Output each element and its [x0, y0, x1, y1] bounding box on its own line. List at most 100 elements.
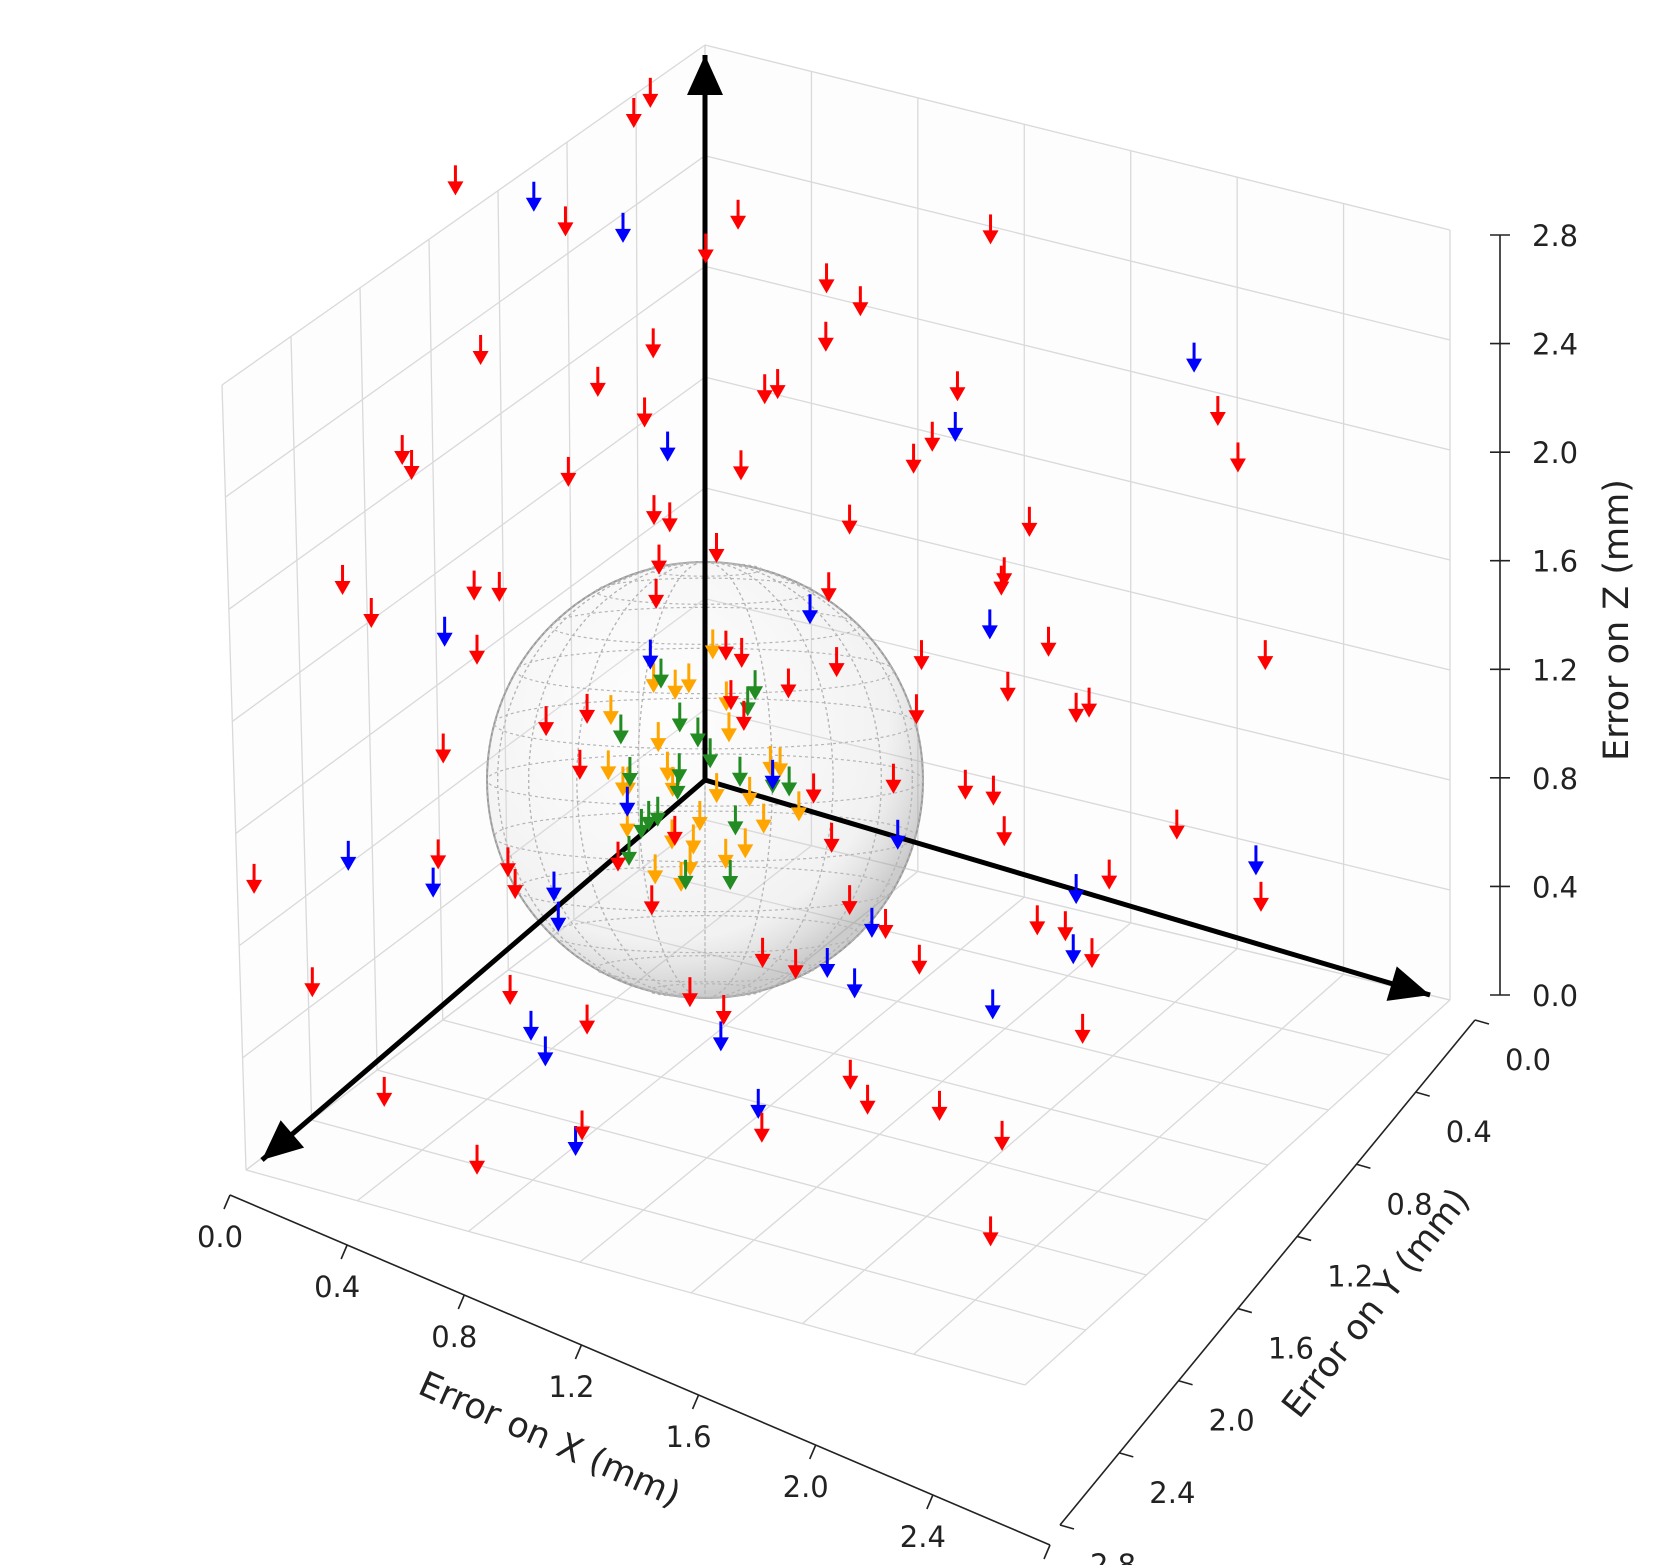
sphere-parallel [493, 697, 917, 750]
marker-head [625, 114, 642, 128]
gridline-floor-a [311, 1119, 1086, 1331]
blue-marker [642, 639, 659, 670]
gridline-floor-b [690, 922, 1132, 1294]
marker-head [1257, 656, 1274, 671]
y-tick-label: 1.2 [1327, 1259, 1373, 1293]
gridline-right-h [704, 487, 1451, 671]
red-marker [430, 839, 447, 870]
green-marker [722, 860, 739, 891]
red-marker [924, 421, 941, 452]
marker-head [996, 832, 1013, 847]
marker-head [733, 653, 750, 668]
y-tick [1356, 1163, 1371, 1170]
origin-axis-y-arrow-head [1386, 966, 1430, 1001]
marker-head [747, 686, 764, 701]
red-marker [643, 885, 660, 916]
marker-head [741, 792, 758, 807]
marker-head [659, 767, 676, 782]
marker-head [669, 785, 686, 800]
marker-head [574, 1126, 591, 1141]
red-marker [859, 1084, 876, 1115]
marker-head [790, 807, 807, 822]
x-tick [223, 1194, 231, 1210]
red-marker [394, 435, 411, 466]
blue-marker [1186, 342, 1203, 373]
red-marker [648, 578, 665, 609]
marker-head [708, 549, 725, 563]
green-marker [649, 796, 666, 827]
marker-head [859, 1100, 876, 1115]
marker-head [1021, 522, 1038, 537]
red-marker [1168, 809, 1185, 840]
orange-marker [647, 854, 664, 885]
y-tick [1059, 1524, 1075, 1530]
red-marker [246, 863, 263, 894]
red-marker [642, 77, 659, 108]
marker-head [924, 437, 941, 452]
green-marker [612, 714, 629, 745]
red-marker [722, 680, 739, 711]
red-marker [1252, 881, 1269, 912]
marker-head [447, 181, 464, 196]
marker-head [722, 696, 739, 711]
marker-head [651, 560, 667, 575]
blue-marker [340, 840, 357, 871]
marker-head [340, 856, 357, 871]
x-tick-label: 0.8 [431, 1320, 477, 1354]
red-marker [931, 1090, 948, 1121]
marker-head [1029, 921, 1046, 936]
red-marker [841, 504, 858, 535]
red-marker [645, 328, 662, 359]
marker-head [680, 679, 697, 694]
red-marker [1040, 626, 1057, 657]
marker-head [1068, 890, 1085, 905]
green-marker [633, 808, 650, 839]
orange-marker [659, 751, 676, 782]
blue-marker [802, 594, 818, 625]
red-marker [754, 937, 771, 968]
marker-head [472, 350, 489, 365]
marker-head [1081, 703, 1098, 718]
y-tick-label: 0.8 [1386, 1187, 1432, 1221]
marker-head [640, 816, 657, 831]
marker-head [819, 964, 836, 978]
z-axis-title: Error on Z (mm) [1597, 479, 1637, 761]
red-marker [469, 1144, 486, 1175]
x-axis-line [229, 1194, 1051, 1546]
gridline-left-v [221, 384, 247, 1171]
marker-head [842, 1075, 859, 1090]
orange-marker [667, 669, 684, 700]
y-tick-label: 0.0 [1505, 1043, 1551, 1077]
marker-head [499, 863, 516, 878]
orange-marker [685, 824, 702, 855]
marker-head [957, 785, 974, 800]
red-marker [996, 557, 1013, 588]
blue-marker [436, 616, 453, 647]
marker-head [994, 1136, 1011, 1151]
marker-head [802, 610, 818, 625]
gridline-floor-a [245, 1169, 1026, 1386]
marker-head [702, 754, 719, 769]
marker-head [996, 573, 1013, 588]
marker-head [889, 835, 906, 850]
marker-head [949, 387, 966, 402]
marker-head [691, 816, 708, 831]
gridline-floor-b [1024, 999, 1451, 1386]
z-tick-label: 1.2 [1532, 653, 1578, 687]
red-marker [571, 749, 588, 780]
marker-head [645, 511, 662, 526]
marker-head [947, 427, 964, 442]
orange-marker [790, 791, 807, 822]
marker-head [615, 228, 631, 243]
red-marker [363, 598, 380, 628]
marker-head [727, 821, 744, 836]
red-marker [435, 733, 452, 764]
marker-head [885, 779, 902, 794]
tick-labels: 0.0 0.4 0.8 1.2 1.6 2.0 2.4 2.8 0.0 0.4 0.8 1.2 1.6 2… [197, 219, 1578, 1565]
gridline-right-h [704, 155, 1451, 341]
red-marker [1021, 506, 1038, 537]
gridline-floor-a [508, 969, 1269, 1166]
marker-head [852, 302, 869, 317]
red-marker [756, 374, 773, 405]
x-tick-label: 0.4 [314, 1270, 360, 1304]
